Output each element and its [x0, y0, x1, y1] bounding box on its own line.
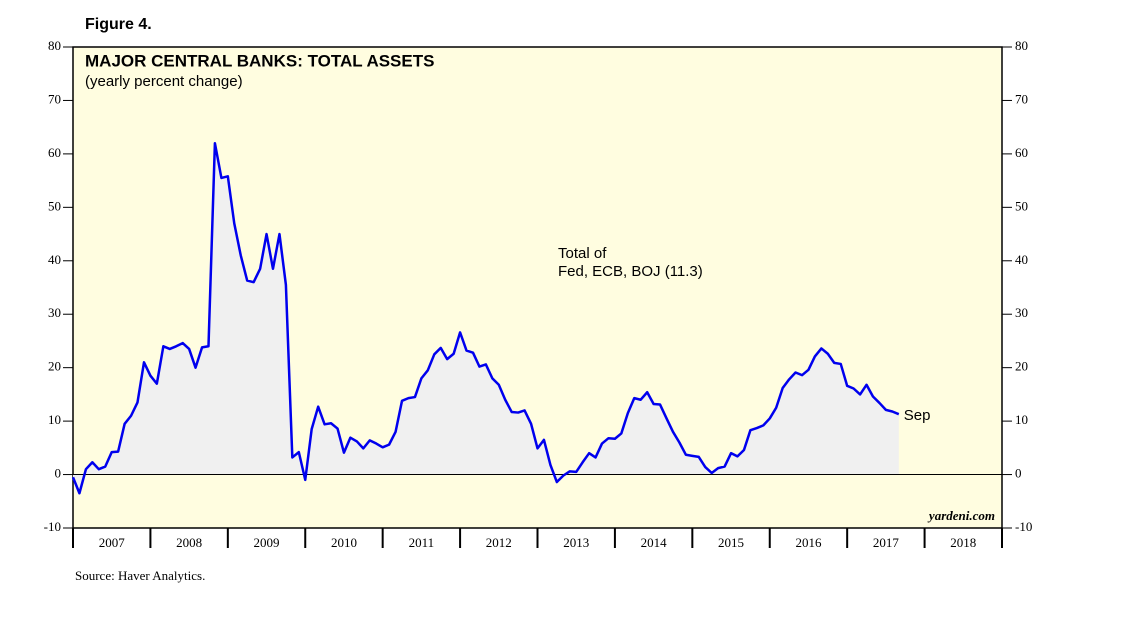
- watermark: yardeni.com: [927, 508, 995, 523]
- annotation: Total of: [558, 245, 607, 262]
- x-tick-label: 2016: [795, 535, 822, 550]
- y-tick-label: 20: [48, 359, 61, 374]
- y-tick-label: 80: [48, 38, 61, 53]
- end-label: Sep: [904, 407, 931, 424]
- x-tick-label: 2011: [409, 535, 435, 550]
- x-tick-label: 2013: [563, 535, 589, 550]
- y-tick-label: 10: [48, 412, 61, 427]
- chart-title: MAJOR CENTRAL BANKS: TOTAL ASSETS: [85, 51, 434, 70]
- y-tick-label: 30: [48, 305, 61, 320]
- y2-tick-label: 80: [1015, 38, 1028, 53]
- y-tick-label: 0: [55, 466, 62, 481]
- y2-tick-label: 0: [1015, 466, 1022, 481]
- x-tick-label: 2017: [873, 535, 900, 550]
- x-tick-label: 2007: [99, 535, 126, 550]
- y-tick-label: 70: [48, 91, 61, 106]
- annotation: Fed, ECB, BOJ (11.3): [558, 263, 703, 280]
- y2-tick-label: 30: [1015, 305, 1028, 320]
- area: [73, 143, 899, 494]
- x-tick-label: 2018: [950, 535, 976, 550]
- x-tick-label: 2008: [176, 535, 202, 550]
- y-tick-label: -10: [44, 519, 61, 534]
- y2-tick-label: -10: [1015, 519, 1032, 534]
- y2-tick-label: 10: [1015, 412, 1028, 427]
- chart-subtitle: (yearly percent change): [85, 73, 243, 90]
- y2-tick-label: 70: [1015, 91, 1028, 106]
- figure-label: Figure 4.: [85, 16, 152, 33]
- x-tick-label: 2009: [254, 535, 280, 550]
- x-tick-label: 2014: [641, 535, 668, 550]
- y-tick-label: 50: [48, 198, 61, 213]
- x-tick-label: 2015: [718, 535, 744, 550]
- y-tick-label: 60: [48, 145, 61, 160]
- x-tick-label: 2010: [331, 535, 357, 550]
- y2-tick-label: 40: [1015, 252, 1028, 267]
- y2-tick-label: 20: [1015, 359, 1028, 374]
- source: Source: Haver Analytics.: [75, 568, 205, 583]
- line: [71, 141, 900, 495]
- y-tick-label: 40: [48, 252, 61, 267]
- x-tick-label: 2012: [486, 535, 512, 550]
- y2-tick-label: 60: [1015, 145, 1028, 160]
- y2-tick-label: 50: [1015, 198, 1028, 213]
